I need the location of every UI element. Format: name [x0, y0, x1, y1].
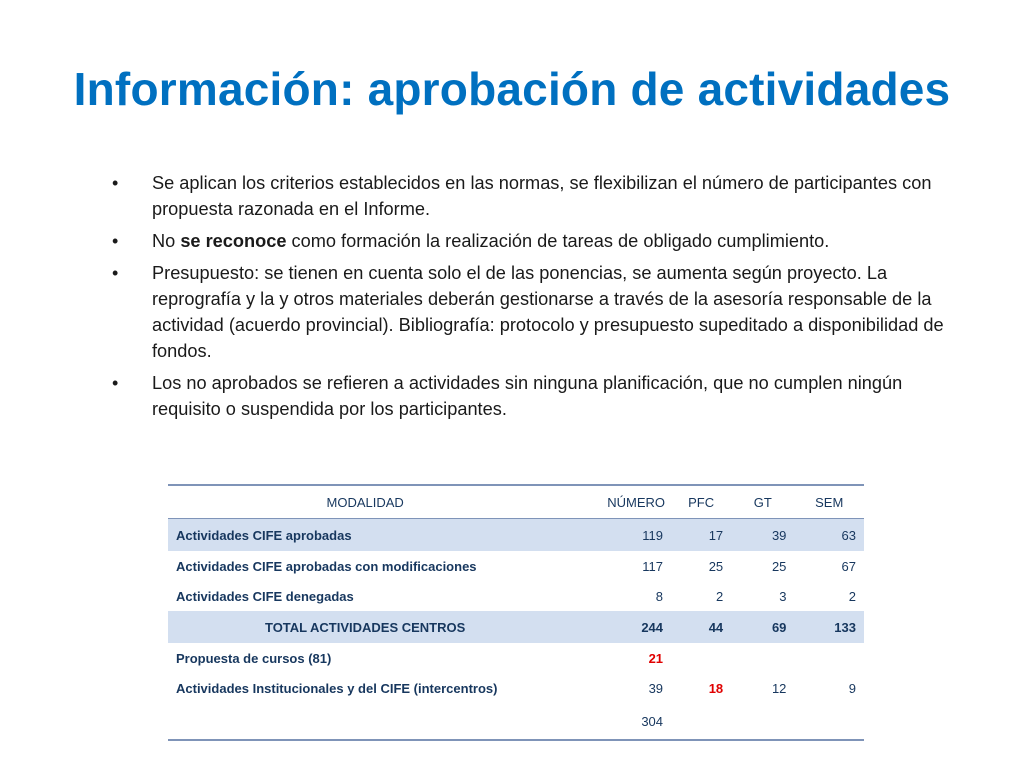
bullet-item: • Se aplican los criterios establecidos … — [112, 170, 962, 222]
cell-numero: 39 — [648, 680, 664, 696]
activities-table: MODALIDAD NÚMERO PFC GT SEM Actividades … — [168, 484, 864, 741]
slide-title: Información: aprobación de actividades — [73, 63, 951, 115]
cell-sem — [794, 643, 864, 673]
table-row: Actividades CIFE denegadas 8 2 3 2 — [168, 581, 864, 611]
cell-numero: 244 — [562, 611, 672, 643]
header-numero: NÚMERO — [562, 484, 672, 519]
header-gt: GT — [731, 484, 795, 519]
bullet-icon: • — [112, 373, 119, 393]
bullet-emphasis: se reconoce — [180, 231, 287, 251]
cell-pfc: 25 — [708, 558, 724, 574]
header-sem: SEM — [794, 484, 864, 519]
row-label — [168, 703, 563, 741]
cell-numero: 117 — [642, 558, 664, 574]
bullet-item: • No se reconoce como formación la reali… — [112, 228, 962, 254]
row-label: Propuesta de cursos (81) — [176, 650, 332, 666]
row-label: Actividades CIFE aprobadas — [168, 518, 563, 551]
cell-gt — [731, 643, 794, 673]
cell-gt: 25 — [771, 558, 787, 574]
cell-pfc: 44 — [671, 611, 732, 643]
table-row: Actividades CIFE aprobadas con modificac… — [168, 551, 864, 581]
cell-pfc — [671, 643, 731, 673]
cell-sem: 9 — [848, 680, 856, 696]
cell-pfc: 18 — [708, 680, 724, 696]
cell-pfc — [671, 703, 732, 741]
bullet-icon: • — [112, 173, 119, 193]
cell-sem: 2 — [848, 588, 856, 604]
bullet-icon: • — [112, 263, 119, 283]
cell-gt: 39 — [731, 518, 795, 551]
bullet-text: No — [152, 231, 181, 251]
header-pfc: PFC — [671, 484, 732, 519]
row-label: Actividades Institucionales y del CIFE (… — [176, 680, 498, 696]
table-header-row: MODALIDAD NÚMERO PFC GT SEM — [168, 484, 864, 519]
cell-gt — [731, 703, 795, 741]
header-modalidad: MODALIDAD — [168, 484, 563, 519]
bullet-list: • Se aplican los criterios establecidos … — [112, 170, 962, 428]
cell-numero: 8 — [655, 588, 664, 604]
bullet-text: Se aplican los criterios establecidos en… — [152, 173, 932, 219]
row-label: Actividades CIFE denegadas — [176, 588, 354, 604]
cell-pfc: 17 — [671, 518, 732, 551]
cell-sem: 63 — [794, 518, 864, 551]
row-label: TOTAL ACTIVIDADES CENTROS — [168, 611, 563, 643]
bullet-item: • Presupuesto: se tienen en cuenta solo … — [112, 260, 962, 364]
cell-sem: 67 — [841, 558, 856, 574]
table-row: Actividades CIFE aprobadas 119 17 39 63 — [168, 518, 864, 551]
table-grand-total-row: 304 — [168, 703, 864, 741]
cell-numero: 304 — [562, 703, 672, 741]
cell-gt: 3 — [779, 588, 787, 604]
table-row: Propuesta de cursos (81) 21 — [168, 643, 864, 673]
bullet-text-continued: como formación la realización de tareas … — [286, 231, 830, 251]
table-row: Actividades Institucionales y del CIFE (… — [168, 673, 864, 703]
bullet-icon: • — [112, 231, 119, 251]
bullet-text: Presupuesto: se tienen en cuenta solo el… — [152, 263, 944, 361]
cell-pfc: 2 — [715, 588, 724, 604]
cell-numero: 119 — [562, 518, 672, 551]
row-label: Actividades CIFE aprobadas con modificac… — [176, 558, 477, 574]
cell-gt: 12 — [771, 680, 787, 696]
bullet-text: Los no aprobados se refieren a actividad… — [152, 373, 903, 419]
bullet-item: • Los no aprobados se refieren a activid… — [112, 370, 962, 422]
cell-sem — [794, 703, 864, 741]
table-total-row: TOTAL ACTIVIDADES CENTROS 244 44 69 133 — [168, 611, 864, 643]
cell-numero: 21 — [648, 650, 664, 666]
cell-sem: 133 — [794, 611, 864, 643]
activities-table-container: MODALIDAD NÚMERO PFC GT SEM Actividades … — [168, 484, 864, 741]
cell-gt: 69 — [731, 611, 795, 643]
